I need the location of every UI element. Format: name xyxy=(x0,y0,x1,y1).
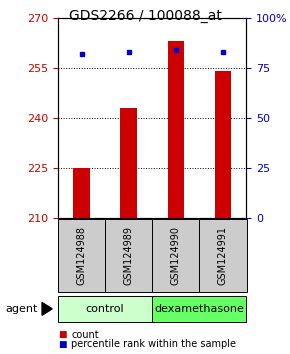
Text: control: control xyxy=(86,304,124,314)
Bar xyxy=(168,41,184,218)
Polygon shape xyxy=(42,302,52,315)
Text: ■: ■ xyxy=(58,330,66,339)
Text: agent: agent xyxy=(6,304,38,314)
Bar xyxy=(215,71,231,218)
Text: percentile rank within the sample: percentile rank within the sample xyxy=(71,339,236,349)
Text: GSM124989: GSM124989 xyxy=(124,226,134,285)
Text: ■: ■ xyxy=(58,339,66,349)
Bar xyxy=(73,168,90,218)
Text: dexamethasone: dexamethasone xyxy=(155,304,244,314)
Bar xyxy=(120,108,137,218)
Text: count: count xyxy=(71,330,99,339)
Text: GSM124991: GSM124991 xyxy=(218,226,228,285)
Text: GSM124990: GSM124990 xyxy=(171,226,181,285)
Text: GSM124988: GSM124988 xyxy=(77,226,86,285)
Text: GDS2266 / 100088_at: GDS2266 / 100088_at xyxy=(68,9,222,23)
